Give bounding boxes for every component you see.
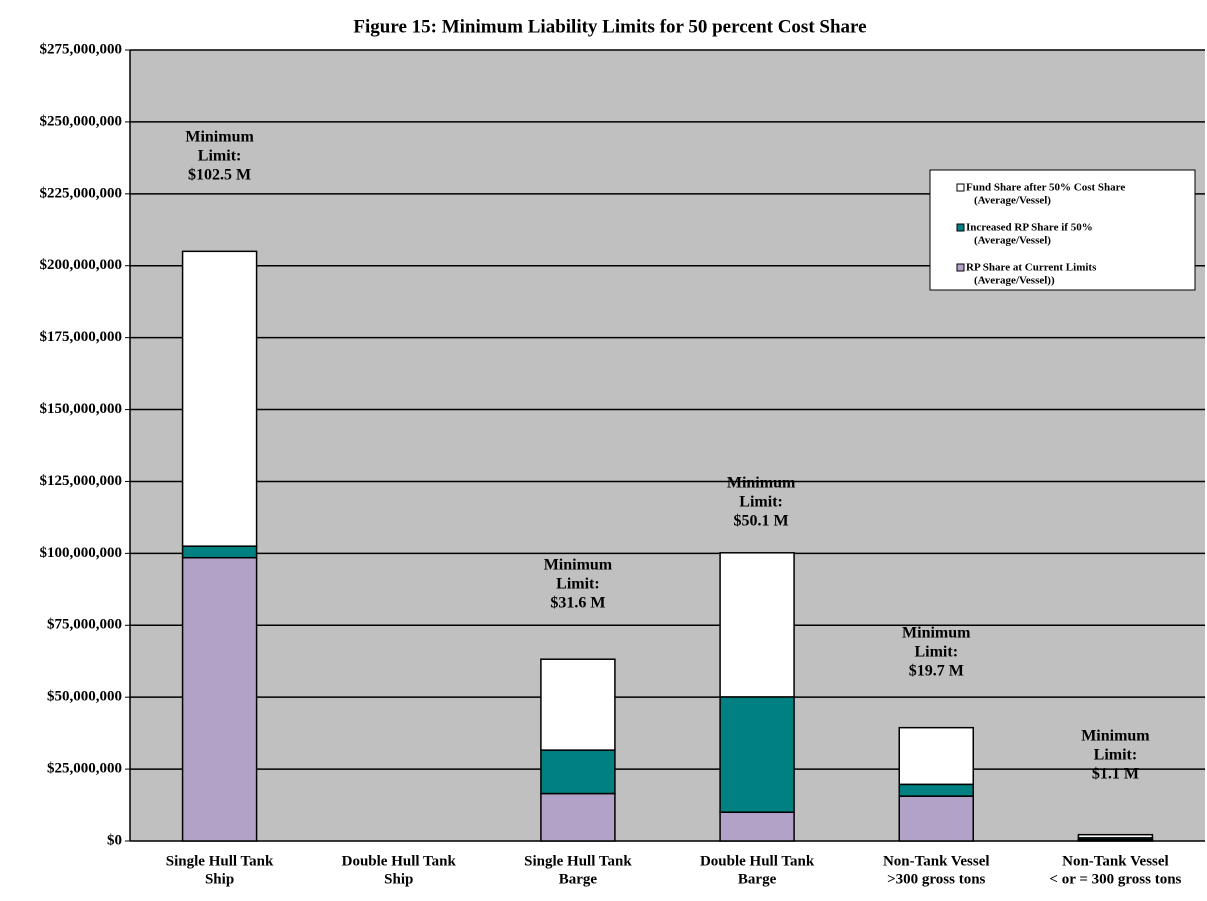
legend-box (929, 169, 1196, 291)
y-tick-label: $175,000,000 (40, 329, 123, 345)
legend-label: (Average/Vessel) (974, 195, 1051, 207)
y-tick-label: $75,000,000 (47, 617, 122, 633)
x-tick-label: Barge (559, 871, 598, 887)
y-tick-label: $125,000,000 (40, 473, 123, 489)
legend-label: Increased RP Share if 50% (966, 222, 1093, 234)
x-tick-label: Barge (738, 871, 777, 887)
bar-segment (181, 556, 258, 842)
bar-segment (719, 811, 795, 842)
x-tick-label: Single Hull Tank (524, 853, 632, 869)
annotation: $19.7 M (909, 663, 964, 680)
bar-segment (898, 783, 974, 797)
legend-label: (Average/Vessel) (974, 235, 1051, 247)
legend-swatch (956, 183, 965, 192)
annotation: $31.6 M (550, 595, 605, 612)
bar-segment (540, 792, 616, 842)
x-tick-label: Ship (205, 871, 234, 887)
bar-segment (898, 795, 974, 842)
annotation: Minimum (1081, 728, 1150, 745)
annotation: Minimum (727, 475, 796, 492)
bar-segment (898, 726, 974, 786)
chart-title: Figure 15: Minimum Liability Limits for … (353, 16, 866, 37)
bar-segment (719, 552, 795, 698)
annotation: Minimum (902, 625, 971, 642)
x-tick-label: < or = 300 gross tons (1049, 871, 1181, 887)
y-tick-label: $150,000,000 (40, 401, 123, 417)
annotation: Limit: (914, 644, 958, 661)
annotation: Limit: (556, 576, 600, 593)
y-tick-label: $250,000,000 (40, 113, 123, 129)
annotation: $1.1 M (1092, 766, 1139, 783)
bar-segment (181, 250, 258, 547)
y-tick-label: $225,000,000 (40, 185, 123, 201)
y-tick-label: $50,000,000 (47, 689, 122, 705)
annotation: $102.5 M (188, 167, 251, 184)
annotation: Limit: (198, 148, 242, 165)
bar-segment (540, 658, 616, 751)
x-tick-label: Single Hull Tank (166, 853, 274, 869)
y-tick-label: $200,000,000 (40, 257, 123, 273)
y-tick-label: $0 (107, 832, 122, 848)
annotation: Minimum (185, 129, 254, 146)
annotation: Limit: (1094, 747, 1138, 764)
legend-label: Fund Share after 50% Cost Share (966, 182, 1125, 194)
bar-segment (540, 749, 616, 795)
y-tick-label: $25,000,000 (47, 761, 122, 777)
x-tick-label: Non-Tank Vessel (883, 853, 990, 869)
x-tick-label: Ship (384, 871, 413, 887)
x-tick-label: Non-Tank Vessel (1062, 853, 1169, 869)
legend-label: RP Share at Current Limits (966, 262, 1097, 274)
legend-label: (Average/Vessel)) (974, 275, 1055, 287)
legend-swatch (956, 223, 965, 232)
annotation: $50.1 M (734, 513, 789, 530)
bar-segment (719, 696, 795, 813)
y-tick-label: $275,000,000 (40, 41, 123, 57)
annotation: Minimum (544, 557, 613, 574)
y-tick-label: $100,000,000 (40, 545, 123, 561)
bar-segment (181, 545, 258, 559)
plot-area (130, 50, 1205, 841)
bar-segment (1077, 833, 1154, 839)
annotation: Limit: (739, 494, 783, 511)
x-tick-label: >300 gross tons (887, 871, 985, 887)
x-tick-label: Double Hull Tank (342, 853, 457, 869)
x-tick-label: Double Hull Tank (700, 853, 815, 869)
legend-swatch (956, 263, 965, 272)
